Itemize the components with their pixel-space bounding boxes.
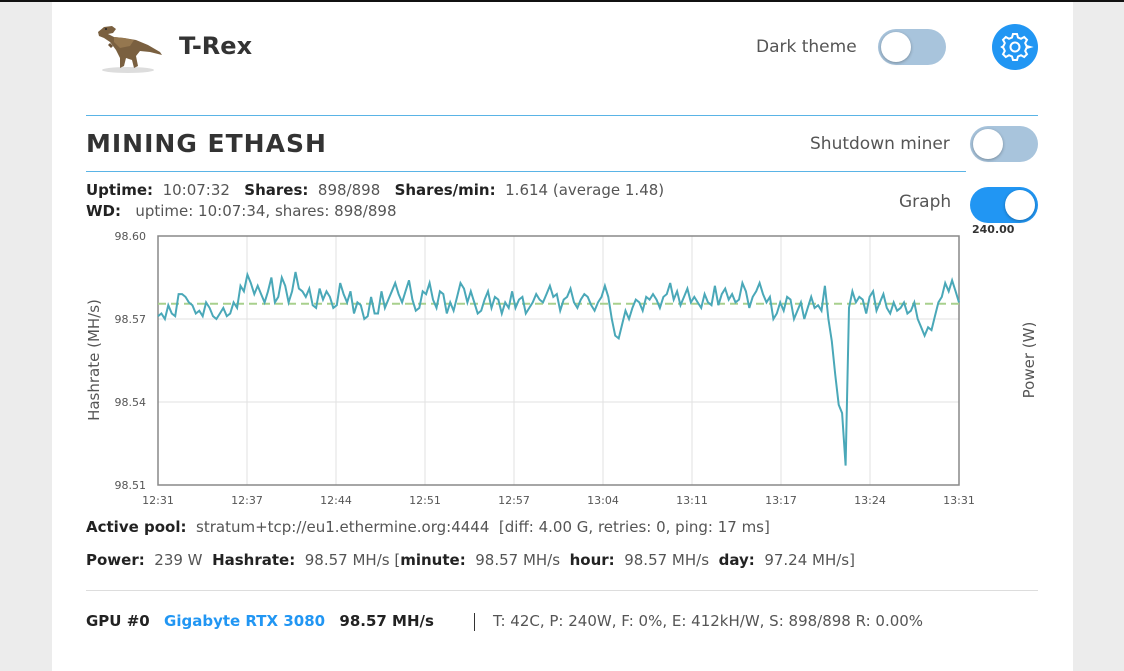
x-tick-label: 12:51	[409, 494, 441, 507]
x-tick-label: 13:17	[765, 494, 797, 507]
shutdown-miner-toggle[interactable]	[970, 126, 1038, 162]
app-title: T-Rex	[179, 32, 253, 60]
plot-frame	[157, 235, 960, 486]
x-tick-label: 13:24	[854, 494, 886, 507]
x-tick-label: 12:31	[142, 494, 174, 507]
y-axis-ticks: 98.60 98.57 98.54 98.51	[115, 230, 147, 492]
hashrate-series-line	[157, 271, 960, 466]
x-tick-label: 12:44	[320, 494, 352, 507]
power-axis-max: 240.00	[972, 223, 1015, 236]
chart-grid	[157, 235, 960, 486]
day-value: 97.24 MH/s	[764, 551, 850, 569]
dark-theme-label: Dark theme	[756, 37, 857, 57]
toggle-knob	[973, 129, 1003, 159]
toggle-knob	[1005, 190, 1035, 220]
toggle-knob	[881, 32, 911, 62]
y-axis-label: Hashrate (MH/s)	[85, 299, 103, 421]
gpu-name-link[interactable]: Gigabyte RTX 3080	[164, 612, 326, 630]
minute-label: minute:	[400, 551, 466, 569]
gpu-id: GPU #0	[86, 612, 150, 630]
x-tick-label: 13:31	[943, 494, 975, 507]
uptime-value: 10:07:32	[162, 181, 230, 199]
hashrate-value: 98.57 MH/s	[304, 551, 390, 569]
hashrate-chart: 98.60 98.57 98.54 98.51 12:31 12:37 12:44 12:5…	[85, 230, 1038, 507]
gpu-separator	[473, 612, 475, 631]
shares-label: Shares:	[244, 181, 309, 199]
graph-toggle[interactable]	[970, 187, 1038, 223]
x-tick-label: 12:37	[231, 494, 263, 507]
window-top-border	[0, 0, 1124, 2]
hour-label: hour:	[569, 551, 615, 569]
gpu-hashrate: 98.57 MH/s	[339, 612, 434, 630]
shutdown-label: Shutdown miner	[810, 134, 950, 154]
t-rex-logo	[98, 26, 162, 73]
uptime-line: Uptime: 10:07:32 Shares: 898/898 Shares/…	[86, 181, 664, 199]
dark-theme-toggle[interactable]	[878, 29, 946, 65]
x-tick-label: 12:57	[498, 494, 530, 507]
uptime-label: Uptime:	[86, 181, 154, 199]
header-divider	[86, 115, 1038, 116]
gpu-divider	[86, 590, 1038, 591]
day-label: day:	[718, 551, 755, 569]
y2-axis-label: Power (W)	[1020, 322, 1038, 399]
section-divider	[86, 171, 966, 172]
x-tick-label: 13:11	[676, 494, 708, 507]
pool-line: Active pool: stratum+tcp://eu1.ethermine…	[86, 518, 770, 536]
hour-value: 98.57 MH/s	[624, 551, 710, 569]
power-label: Power:	[86, 551, 145, 569]
main-card	[52, 2, 1073, 671]
shares-min-value: 1.614 (average 1.48)	[505, 181, 665, 199]
pool-label: Active pool:	[86, 518, 187, 536]
gear-icon	[1000, 33, 1034, 61]
power-value: 239 W	[154, 551, 203, 569]
y-tick-label: 98.54	[115, 396, 147, 409]
pool-url: stratum+tcp://eu1.ethermine.org:4444	[196, 518, 490, 536]
y-tick-label: 98.57	[115, 313, 147, 326]
wd-value: uptime: 10:07:34, shares: 898/898	[135, 202, 397, 220]
wd-line: WD: uptime: 10:07:34, shares: 898/898	[86, 202, 397, 220]
pool-details: [diff: 4.00 G, retries: 0, ping: 17 ms]	[498, 518, 770, 536]
hashrate-label: Hashrate:	[212, 551, 296, 569]
power-line: Power: 239 W Hashrate: 98.57 MH/s [minut…	[86, 551, 855, 569]
wd-label: WD:	[86, 202, 121, 220]
graph-label: Graph	[899, 192, 952, 212]
gpu-stats: T: 42C, P: 240W, F: 0%, E: 412kH/W, S: 8…	[492, 612, 924, 630]
bracket-open: [	[394, 551, 401, 569]
shares-value: 898/898	[317, 181, 381, 199]
bracket-close: ]	[849, 551, 855, 569]
gpu-row: GPU #0 Gigabyte RTX 3080 98.57 MH/s T: 42…	[86, 612, 923, 631]
y-tick-label: 98.60	[115, 230, 147, 243]
settings-button[interactable]	[992, 24, 1038, 70]
minute-value: 98.57 MH/s	[475, 551, 561, 569]
x-tick-label: 13:04	[587, 494, 619, 507]
x-axis-ticks: 12:31 12:37 12:44 12:51 12:57 13:04 13:11 13:17…	[142, 494, 975, 507]
shares-min-label: Shares/min:	[394, 181, 496, 199]
y-tick-label: 98.51	[115, 479, 147, 492]
mining-title: MINING ETHASH	[86, 129, 327, 158]
